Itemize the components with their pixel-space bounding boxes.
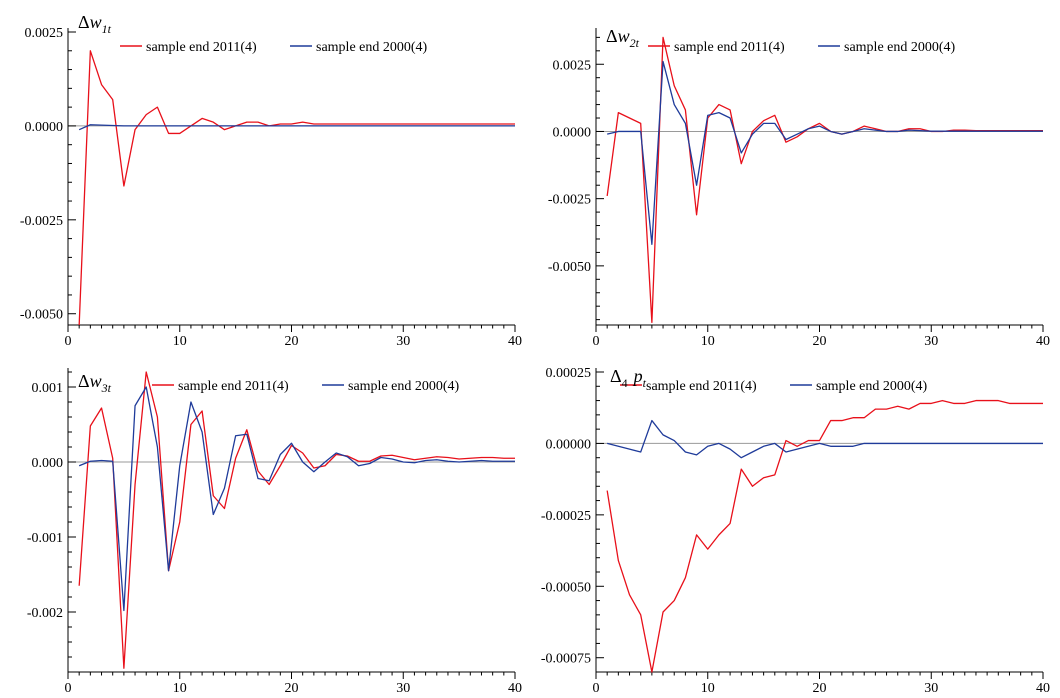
x-tick-label: 0	[65, 334, 72, 349]
y-tick-label: -0.0025	[548, 193, 591, 208]
series-line-1	[78, 371, 515, 669]
series-line-2	[78, 386, 515, 612]
y-tick-label: 0.001	[32, 381, 64, 396]
y-tick-label: -0.00075	[541, 652, 591, 667]
x-tick-label: 30	[924, 681, 938, 696]
series-line-1	[606, 399, 1043, 673]
legend-label-1: sample end 2011(4)	[646, 379, 757, 394]
x-tick-label: 40	[1036, 681, 1050, 696]
x-tick-label: 0	[593, 681, 600, 696]
y-tick-label: 0.000	[32, 456, 64, 471]
series-line-1	[78, 50, 515, 326]
x-tick-label: 10	[173, 334, 187, 349]
legend-label-2: sample end 2000(4)	[816, 379, 928, 394]
series-line-2	[607, 60, 1043, 246]
panel-title: Δw1t	[78, 12, 112, 36]
chart-panel-2: 0 10 20 30 40 0.0025 0.0000 -0.0025 -0.0050 sampl…	[548, 26, 1050, 349]
legend-label-1: sample end 2011(4)	[146, 40, 257, 55]
y-tick-label: 0.0025	[25, 26, 64, 41]
x-tick-label: 30	[924, 334, 938, 349]
x-tick-label: 20	[813, 681, 827, 696]
panel-title: Δw3t	[78, 371, 112, 395]
legend-label-1: sample end 2011(4)	[178, 379, 289, 394]
x-tick-label: 10	[173, 681, 187, 696]
x-tick-label: 30	[396, 681, 410, 696]
y-tick-label: -0.0025	[20, 214, 63, 229]
chart-panel-3: 0 10 20 30 40 0.001 0.000 -0.001 -0.002 sample en…	[27, 368, 522, 696]
y-tick-label: -0.00050	[541, 580, 591, 595]
x-tick-label: 20	[285, 681, 299, 696]
series-line-2	[607, 419, 1043, 459]
series-line-1	[606, 36, 1043, 323]
x-tick-label: 0	[593, 334, 600, 349]
legend-label-1: sample end 2011(4)	[674, 40, 785, 55]
x-tick-label: 10	[701, 334, 715, 349]
x-tick-label: 30	[396, 334, 410, 349]
y-tick-label: -0.0050	[20, 308, 63, 323]
x-tick-label: 40	[1036, 334, 1050, 349]
panel-title: Δw2t	[606, 26, 640, 50]
x-tick-label: 40	[508, 681, 522, 696]
legend-label-2: sample end 2000(4)	[316, 40, 428, 55]
chart-panel-1: 0 10 20 30 40 0.0025 0.0000 -0.0025 -0.0050 sampl…	[20, 12, 522, 349]
legend-label-2: sample end 2000(4)	[348, 379, 460, 394]
x-tick-label: 10	[701, 681, 715, 696]
y-tick-label: 0.00025	[546, 366, 592, 381]
x-tick-label: 0	[65, 681, 72, 696]
y-tick-label: -0.00025	[541, 509, 591, 524]
y-tick-label: -0.002	[27, 606, 63, 621]
x-tick-label: 20	[813, 334, 827, 349]
y-tick-label: -0.001	[27, 531, 63, 546]
panel-title: Δ4 pt	[610, 366, 647, 390]
y-tick-label: 0.00000	[546, 437, 592, 452]
y-tick-label: -0.0050	[548, 260, 591, 275]
x-tick-label: 20	[285, 334, 299, 349]
series-line-2	[78, 124, 515, 131]
chart-panel-4: 0 10 20 30 40 0.00025 0.00000 -0.00025 -0.00050 -…	[541, 366, 1050, 696]
y-tick-label: 0.0000	[25, 120, 64, 135]
x-tick-label: 40	[508, 334, 522, 349]
y-tick-label: 0.0025	[553, 58, 592, 73]
y-tick-label: 0.0000	[553, 125, 592, 140]
legend-label-2: sample end 2000(4)	[844, 40, 956, 55]
